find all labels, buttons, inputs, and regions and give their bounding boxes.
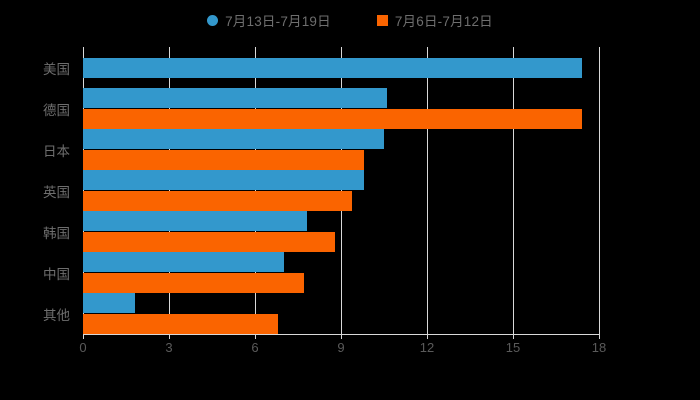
gridline: [599, 47, 600, 334]
x-axis-tick-label: 18: [591, 340, 607, 355]
legend-item-series-1[interactable]: 7月13日-7月19日: [207, 10, 331, 30]
bar-series-1[interactable]: [83, 88, 387, 108]
x-axis-tick-label: 0: [79, 340, 87, 355]
x-axis-tick: [83, 334, 84, 339]
x-axis-tick: [427, 334, 428, 339]
circle-marker-icon: [207, 14, 219, 26]
bar-series-2[interactable]: [83, 191, 353, 211]
bar-series-1[interactable]: [83, 293, 135, 313]
x-axis-tick-label: 6: [251, 340, 259, 355]
bar-series-2[interactable]: [83, 109, 582, 129]
gridline: [427, 47, 428, 334]
y-axis-category-label: 日本: [43, 143, 70, 159]
legend-item-series-2[interactable]: 7月6日-7月12日: [376, 10, 493, 30]
bar-series-2[interactable]: [83, 273, 304, 293]
x-axis-tick: [599, 334, 600, 339]
x-axis-tick-label: 12: [419, 340, 435, 355]
y-axis-category-label: 美国: [43, 61, 70, 77]
bar-series-2[interactable]: [83, 150, 364, 170]
legend-label-series-1: 7月13日-7月19日: [225, 14, 331, 29]
x-axis-tick-label: 9: [337, 340, 345, 355]
y-axis-category-label: 其他: [43, 307, 70, 323]
x-axis-tick: [513, 334, 514, 339]
plot-area: [83, 47, 600, 334]
gridline: [341, 47, 342, 334]
legend-label-series-2: 7月6日-7月12日: [394, 14, 493, 29]
bar-series-1[interactable]: [83, 252, 284, 272]
gridline: [513, 47, 514, 334]
bar-series-1[interactable]: [83, 170, 364, 190]
bar-series-1[interactable]: [83, 129, 384, 149]
gridline: [169, 47, 170, 334]
x-axis-tick: [169, 334, 170, 339]
y-axis-category-label: 中国: [43, 266, 70, 282]
square-marker-icon: [376, 14, 388, 26]
y-axis-category-label: 英国: [43, 184, 70, 200]
x-axis-tick-label: 15: [505, 340, 521, 355]
chart-legend: 7月13日-7月19日 7月6日-7月12日: [0, 6, 700, 34]
gridline: [83, 47, 84, 334]
y-axis-category-label: 德国: [43, 102, 70, 118]
y-axis-category-label: 韩国: [43, 225, 70, 241]
bar-series-2[interactable]: [83, 314, 278, 334]
x-axis-tick-label: 3: [165, 340, 173, 355]
x-axis-tick: [341, 334, 342, 339]
bar-series-1[interactable]: [83, 211, 307, 231]
x-axis-tick: [255, 334, 256, 339]
bar-series-1[interactable]: [83, 57, 582, 78]
gridline: [255, 47, 256, 334]
bar-series-2[interactable]: [83, 232, 336, 252]
